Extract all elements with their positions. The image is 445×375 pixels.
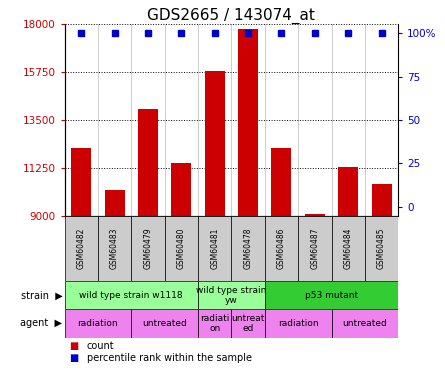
Bar [105,190,125,216]
Bar [231,216,265,281]
Bar [198,309,231,338]
Text: GSM60485: GSM60485 [377,228,386,269]
Text: wild type strain w1118: wild type strain w1118 [80,291,183,300]
Text: untreated: untreated [142,319,187,328]
Bar [98,216,131,281]
Text: untreated: untreated [343,319,387,328]
Bar [231,309,265,338]
Text: ■: ■ [69,341,78,351]
Text: radiation: radiation [278,319,319,328]
Bar [265,216,298,281]
Text: GSM60487: GSM60487 [310,228,320,269]
Bar [171,162,191,216]
Text: percentile rank within the sample: percentile rank within the sample [87,352,252,363]
Bar [65,309,131,338]
Bar [131,216,165,281]
Bar [265,309,332,338]
Bar [332,216,365,281]
Text: p53 mutant: p53 mutant [305,291,358,300]
Bar [298,216,332,281]
Bar [65,216,98,281]
Text: ■: ■ [69,352,78,363]
Text: GSM60484: GSM60484 [344,228,353,269]
Bar [271,148,291,216]
Bar [365,216,398,281]
Text: GSM60478: GSM60478 [243,228,253,269]
Title: GDS2665 / 143074_at: GDS2665 / 143074_at [147,8,316,24]
Bar [265,281,398,309]
Text: GSM60482: GSM60482 [77,228,86,269]
Text: GSM60480: GSM60480 [177,228,186,269]
Bar [198,281,265,309]
Text: radiati
on: radiati on [200,314,230,333]
Text: wild type strain
yw: wild type strain yw [196,286,267,305]
Bar [338,167,358,216]
Bar [305,213,325,216]
Bar [205,71,225,216]
Bar [138,110,158,216]
Text: agent  ▶: agent ▶ [20,318,62,328]
Bar [372,184,392,216]
Bar [71,148,91,216]
Text: count: count [87,341,114,351]
Bar [165,216,198,281]
Bar [198,216,231,281]
Text: GSM60483: GSM60483 [110,228,119,269]
Text: GSM60479: GSM60479 [143,228,153,269]
Bar [65,281,198,309]
Text: radiation: radiation [77,319,118,328]
Bar [238,28,258,216]
Bar [131,309,198,338]
Text: untreat
ed: untreat ed [231,314,265,333]
Text: strain  ▶: strain ▶ [20,290,62,300]
Text: GSM60481: GSM60481 [210,228,219,269]
Bar [332,309,398,338]
Text: GSM60486: GSM60486 [277,228,286,269]
